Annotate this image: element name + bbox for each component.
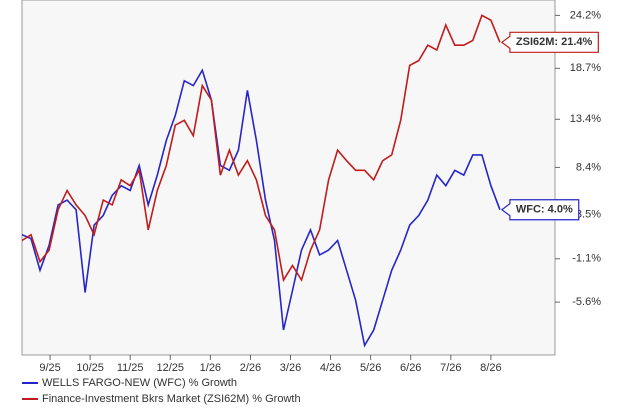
legend-label: Finance-Investment Bkrs Market (ZSI62M) … — [42, 393, 301, 405]
x-tick-label: 4/26 — [320, 362, 341, 374]
y-tick-label: -5.6% — [572, 296, 601, 308]
series-line — [21, 68, 501, 348]
y-tick-label: 13.4% — [570, 113, 601, 125]
legend-label: WELLS FARGO-NEW (WFC) % Growth — [42, 377, 237, 389]
y-tick-label: -1.1% — [572, 253, 601, 265]
x-tick-label: 2/26 — [240, 362, 261, 374]
x-tick-label: 7/26 — [440, 362, 461, 374]
x-tick-label: 8/26 — [480, 362, 501, 374]
y-tick-label: 3.5% — [576, 208, 601, 220]
x-tick-label: 12/25 — [157, 362, 185, 374]
x-tick-label: 3/26 — [280, 362, 301, 374]
x-tick-label: 5/26 — [360, 362, 381, 374]
plot-area — [21, 0, 556, 356]
x-tick-label: 9/25 — [39, 362, 60, 374]
x-tick-label: 1/26 — [200, 362, 221, 374]
end-label-box — [500, 199, 580, 221]
y-tick-label: 8.4% — [576, 161, 601, 173]
end-label: ZSI62M: 21.4% — [516, 36, 593, 48]
end-label: WFC: 4.0% — [516, 204, 573, 216]
x-tick-label: 11/25 — [117, 362, 144, 374]
x-tick-label: 10/25 — [76, 362, 104, 374]
y-tick-label: 24.2% — [570, 9, 601, 21]
series-line — [21, 14, 501, 283]
end-label-box — [500, 31, 599, 53]
x-tick-label: 6/26 — [400, 362, 421, 374]
y-tick-label: 18.7% — [570, 62, 601, 74]
